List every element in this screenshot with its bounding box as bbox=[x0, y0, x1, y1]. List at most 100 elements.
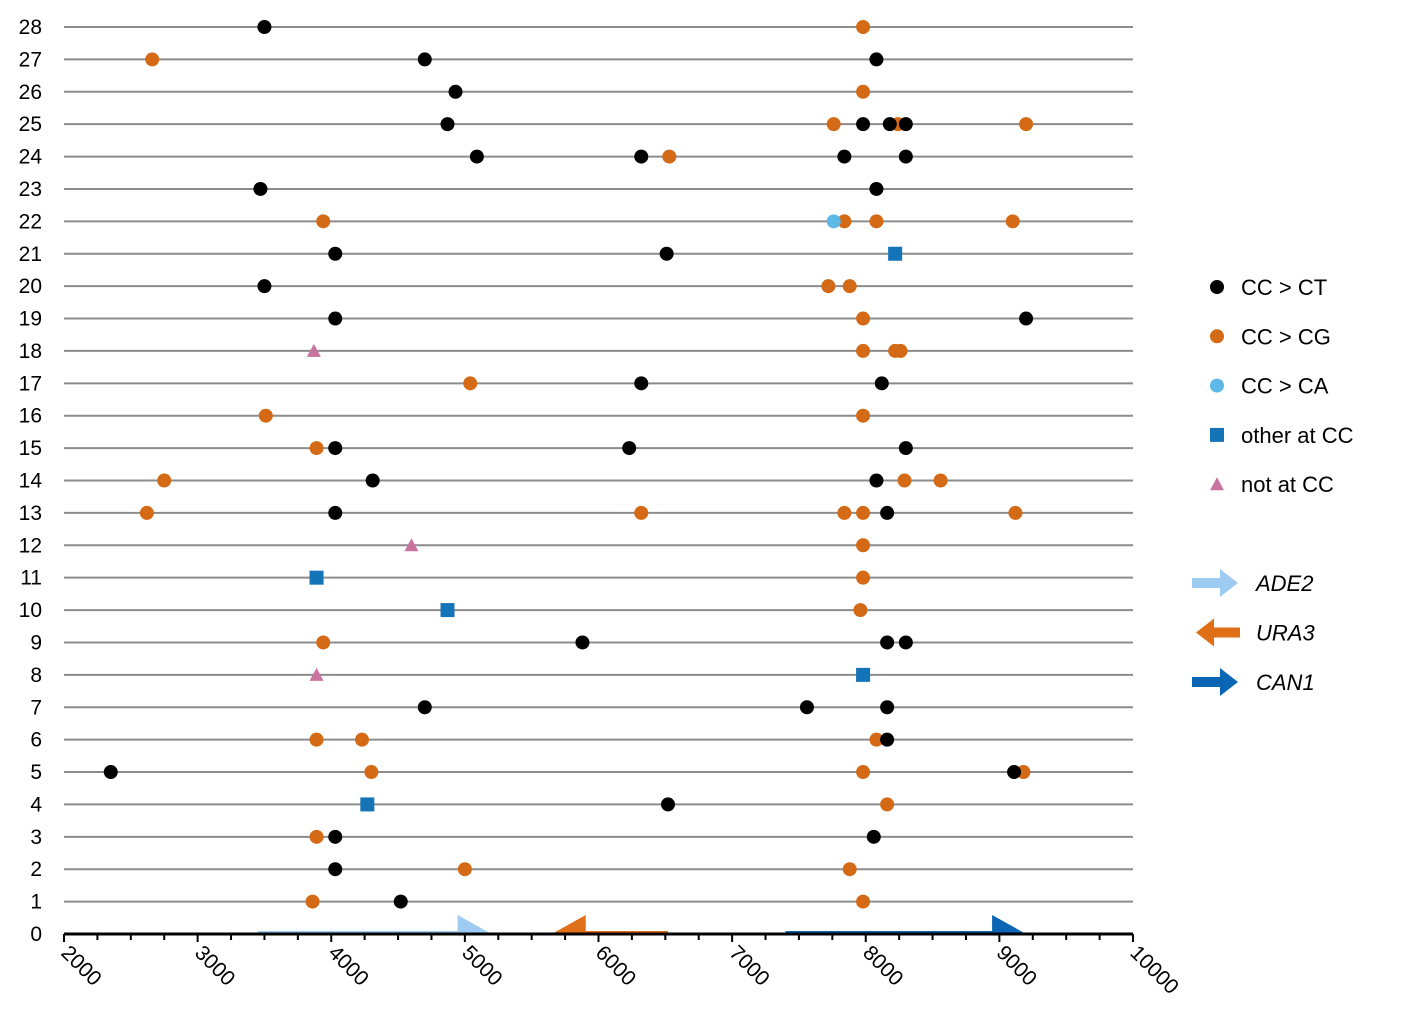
legend-marker-cc-ct bbox=[1210, 280, 1224, 294]
point-cc-cg bbox=[662, 149, 677, 164]
point-cc-cg bbox=[856, 311, 871, 326]
point-cc-cg bbox=[869, 214, 884, 229]
point-cc-cg bbox=[842, 862, 857, 877]
legend-gene-ura3: URA3 bbox=[1256, 621, 1315, 646]
point-cc-cg bbox=[837, 214, 852, 229]
x-axis bbox=[63, 932, 1134, 942]
point-cc-ct bbox=[880, 505, 895, 520]
point-cc-cg bbox=[309, 732, 324, 747]
point-cc-ct bbox=[393, 894, 408, 909]
point-cc-ct bbox=[103, 765, 118, 780]
y-tick-label: 24 bbox=[19, 146, 43, 169]
point-cc-cg bbox=[463, 376, 478, 391]
point-other-at-cc bbox=[309, 570, 324, 585]
legend-label-not-at-cc: not at CC bbox=[1241, 472, 1334, 497]
point-cc-ct bbox=[880, 732, 895, 747]
point-cc-ct bbox=[622, 441, 637, 456]
point-cc-cg bbox=[933, 473, 948, 488]
point-cc-ct bbox=[869, 181, 884, 196]
y-tick-label: 5 bbox=[30, 761, 42, 784]
point-cc-ct bbox=[880, 635, 895, 650]
y-tick-label: 25 bbox=[19, 113, 42, 136]
point-cc-ct bbox=[257, 20, 272, 34]
point-cc-ct bbox=[328, 311, 343, 326]
y-tick-label: 10 bbox=[19, 599, 42, 622]
x-tick-label: 2000 bbox=[56, 941, 105, 990]
y-tick-label: 28 bbox=[19, 16, 42, 39]
point-cc-cg bbox=[856, 538, 871, 553]
y-tick-label: 6 bbox=[30, 729, 42, 752]
point-cc-cg bbox=[856, 84, 871, 99]
y-tick-label: 19 bbox=[19, 308, 42, 331]
x-tick-label: 7000 bbox=[725, 941, 774, 990]
y-tick-label: 1 bbox=[30, 891, 42, 914]
point-cc-ct bbox=[328, 441, 343, 456]
point-cc-ca bbox=[826, 214, 841, 229]
y-tick-label: 14 bbox=[19, 470, 43, 493]
point-cc-ct bbox=[440, 117, 455, 132]
point-cc-cg bbox=[1019, 117, 1034, 132]
point-cc-cg bbox=[869, 732, 884, 747]
x-tick-label: 9000 bbox=[992, 941, 1041, 990]
y-tick-label: 3 bbox=[30, 826, 42, 849]
data-points bbox=[103, 20, 1034, 909]
point-cc-ct bbox=[660, 797, 675, 812]
x-tick-label: 3000 bbox=[190, 941, 239, 990]
y-tick-label: 0 bbox=[30, 923, 42, 946]
point-not-at-cc bbox=[404, 538, 419, 552]
gene-arrows bbox=[257, 915, 1027, 934]
point-cc-cg bbox=[457, 862, 472, 877]
legend-marker-not-at-cc bbox=[1210, 477, 1224, 491]
point-cc-ct bbox=[469, 149, 484, 164]
point-cc-cg bbox=[856, 505, 871, 520]
legend-label-cc-cg: CC > CG bbox=[1241, 324, 1331, 349]
point-cc-cg bbox=[305, 894, 320, 909]
x-tick-label: 6000 bbox=[591, 941, 640, 990]
point-cc-cg bbox=[897, 473, 912, 488]
point-cc-ct bbox=[253, 181, 268, 196]
point-cc-cg bbox=[837, 505, 852, 520]
point-not-at-cc bbox=[306, 343, 321, 357]
legend-gene-can1: CAN1 bbox=[1256, 670, 1315, 695]
y-tick-label: 8 bbox=[30, 664, 42, 687]
point-cc-cg bbox=[856, 343, 871, 358]
point-cc-ct bbox=[365, 473, 380, 488]
legend-label-other-at-cc: other at CC bbox=[1241, 423, 1354, 448]
point-cc-ct bbox=[634, 376, 649, 391]
point-cc-ct bbox=[575, 635, 590, 650]
y-tick-labels: 0123456789101112131415161718192021222324… bbox=[19, 16, 43, 946]
point-other-at-cc bbox=[856, 667, 871, 682]
legend-arrow-ade2 bbox=[1192, 569, 1238, 597]
legend-gene-ade2: ADE2 bbox=[1254, 571, 1313, 596]
point-cc-cg bbox=[856, 570, 871, 585]
x-tick-label: 5000 bbox=[457, 941, 506, 990]
y-tick-label: 21 bbox=[19, 243, 42, 266]
point-cc-cg bbox=[856, 894, 871, 909]
y-tick-label: 17 bbox=[19, 372, 42, 395]
point-cc-ct bbox=[898, 635, 913, 650]
point-cc-ct bbox=[257, 279, 272, 294]
y-tick-label: 7 bbox=[30, 696, 42, 719]
x-tick-labels: 2000 3000 4000 5000 6000 7000 8000 9000 10000 bbox=[56, 941, 1183, 999]
gene-arrow-can1 bbox=[785, 915, 1027, 934]
point-cc-cg bbox=[634, 505, 649, 520]
point-cc-ct bbox=[837, 149, 852, 164]
point-cc-ct bbox=[417, 52, 432, 67]
y-tick-label: 23 bbox=[19, 178, 42, 201]
point-cc-cg bbox=[316, 214, 331, 229]
point-cc-ct bbox=[882, 117, 897, 132]
y-tick-label: 20 bbox=[19, 275, 42, 298]
point-cc-cg bbox=[893, 343, 908, 358]
point-not-at-cc bbox=[309, 667, 324, 681]
legend-label-cc-ca: CC > CA bbox=[1241, 374, 1329, 399]
legend-marker-cc-ca bbox=[1210, 378, 1224, 393]
y-tick-label: 13 bbox=[19, 502, 42, 525]
y-tick-label: 22 bbox=[19, 210, 42, 233]
legend-marker-other-at-cc bbox=[1210, 427, 1224, 442]
legend-arrow-ura3 bbox=[1196, 618, 1240, 647]
point-cc-cg bbox=[309, 829, 324, 844]
gene-arrow-ura3 bbox=[551, 915, 668, 934]
point-cc-ct bbox=[799, 700, 814, 715]
point-cc-cg bbox=[856, 20, 871, 34]
x-tick-label: 8000 bbox=[858, 941, 907, 990]
